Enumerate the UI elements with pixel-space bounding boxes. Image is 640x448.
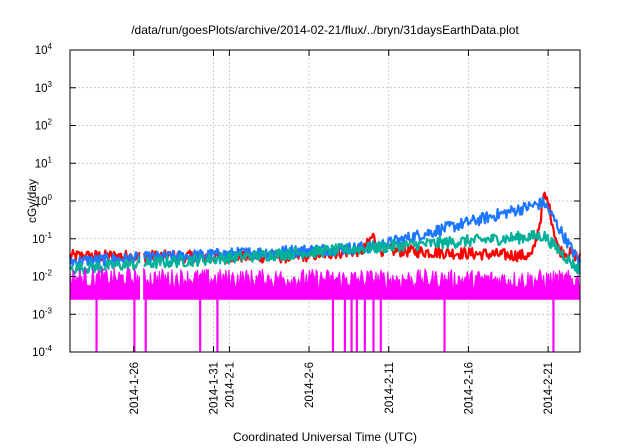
data-gap: [140, 250, 144, 351]
x-tick-label: 2014-1-31: [208, 362, 220, 414]
series-3-area: [143, 267, 581, 300]
series-2-line: [142, 229, 581, 275]
y-tick-label: 10-4: [32, 344, 52, 359]
chart-title: /data/run/goesPlots/archive/2014-02-21/f…: [131, 23, 519, 37]
y-tick-base: 10: [32, 347, 45, 359]
y-tick-label: 101: [35, 155, 53, 170]
y-tick-label: 102: [35, 118, 53, 133]
y-tick-base: 10: [32, 309, 45, 321]
y-tick-exponent: 1: [48, 155, 53, 164]
x-axis-label: Coordinated Universal Time (UTC): [233, 430, 417, 444]
y-tick-base: 10: [35, 158, 48, 170]
y-tick-exponent: 2: [48, 118, 53, 127]
y-tick-base: 10: [35, 45, 48, 57]
y-tick-label: 104: [35, 42, 53, 57]
axis-ticks: [70, 49, 580, 353]
y-tick-exponent: -1: [45, 231, 53, 240]
x-tick-label: 2014-2-11: [384, 362, 396, 414]
y-tick-label: 103: [35, 80, 53, 95]
x-tick-label: 2014-2-21: [543, 362, 555, 414]
y-tick-base: 10: [35, 121, 48, 133]
x-tick-label: 2014-1-26: [129, 362, 141, 414]
y-tick-base: 10: [35, 196, 48, 208]
plot-area: [68, 191, 582, 352]
y-tick-exponent: -4: [45, 344, 53, 353]
x-tick-label: 2014-2-16: [463, 362, 475, 414]
y-tick-label: 10-2: [32, 269, 52, 284]
y-tick-base: 10: [35, 83, 48, 95]
y-tick-label: 10-1: [32, 231, 52, 246]
x-tick-label: 2014-2-6: [304, 362, 316, 408]
series-1-line: [143, 196, 582, 267]
y-tick-exponent: -3: [45, 306, 53, 315]
y-tick-exponent: -2: [45, 269, 53, 278]
y-tick-exponent: 0: [48, 193, 53, 202]
y-tick-exponent: 3: [48, 80, 53, 89]
x-tick-labels: 2014-1-26 2014-1-31 2014-2-1 2014-2-6 2014-2…: [129, 362, 555, 414]
y-tick-base: 10: [32, 272, 45, 284]
y-tick-base: 10: [32, 234, 45, 246]
y-tick-label: 100: [35, 193, 53, 208]
y-tick-exponent: 4: [48, 42, 53, 51]
series-3-area: [69, 266, 141, 300]
y-axis-label: cGy/day: [25, 179, 39, 223]
y-tick-label: 10-3: [32, 306, 52, 321]
x-tick-label: 2014-2-1: [224, 362, 236, 408]
